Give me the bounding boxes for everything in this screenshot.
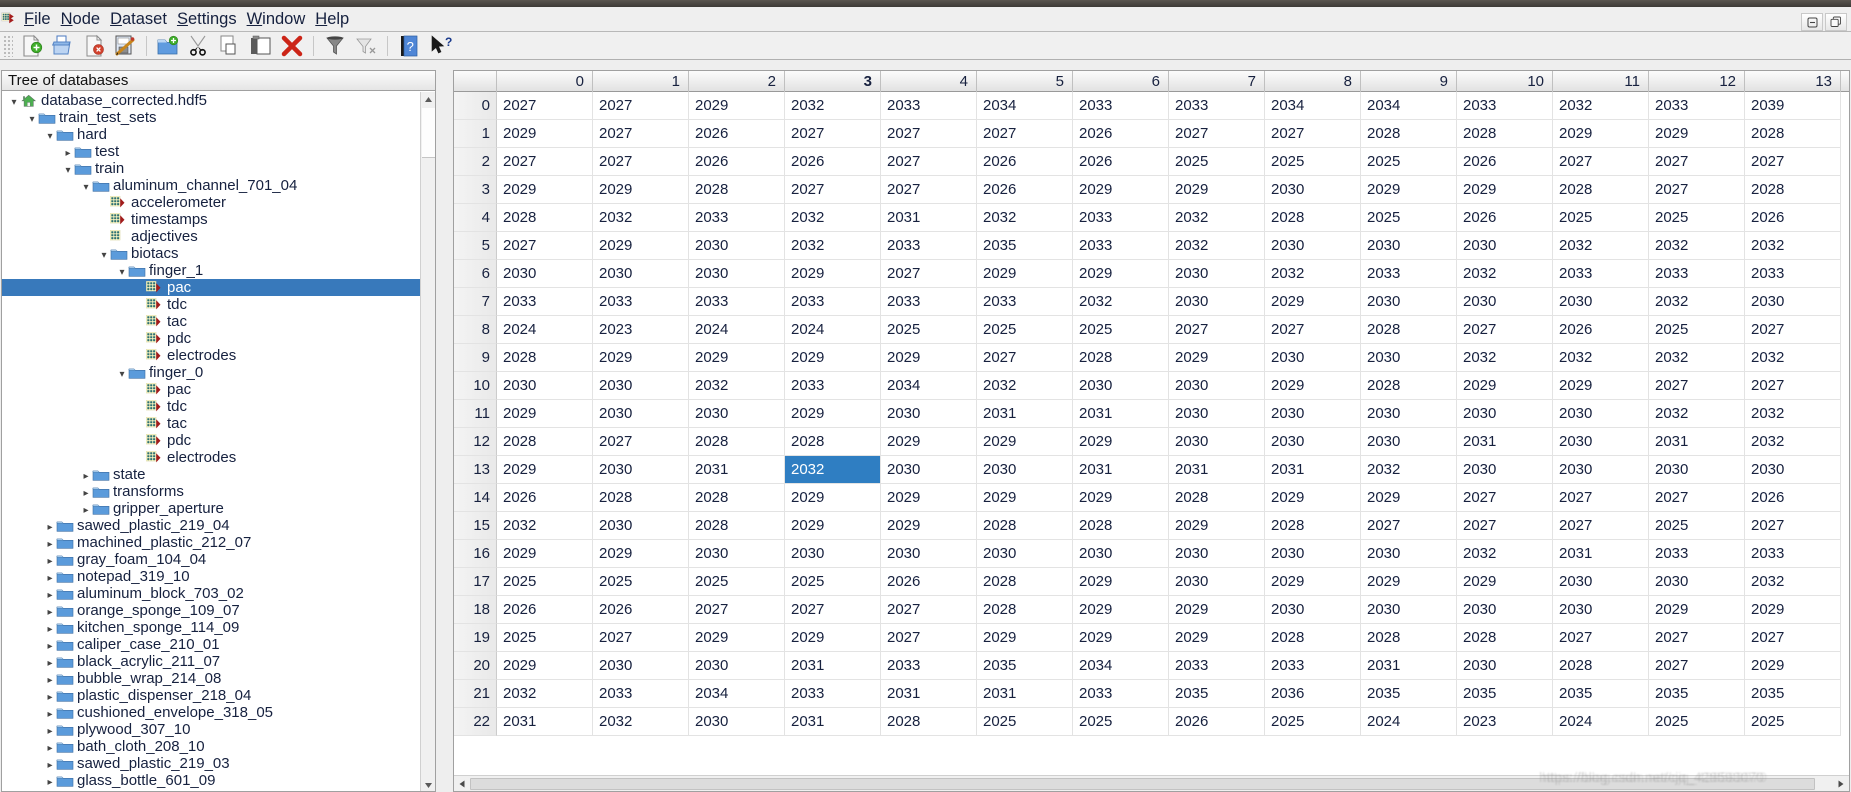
svg-text:?: ?: [407, 39, 414, 54]
svg-text:?: ?: [445, 35, 452, 49]
